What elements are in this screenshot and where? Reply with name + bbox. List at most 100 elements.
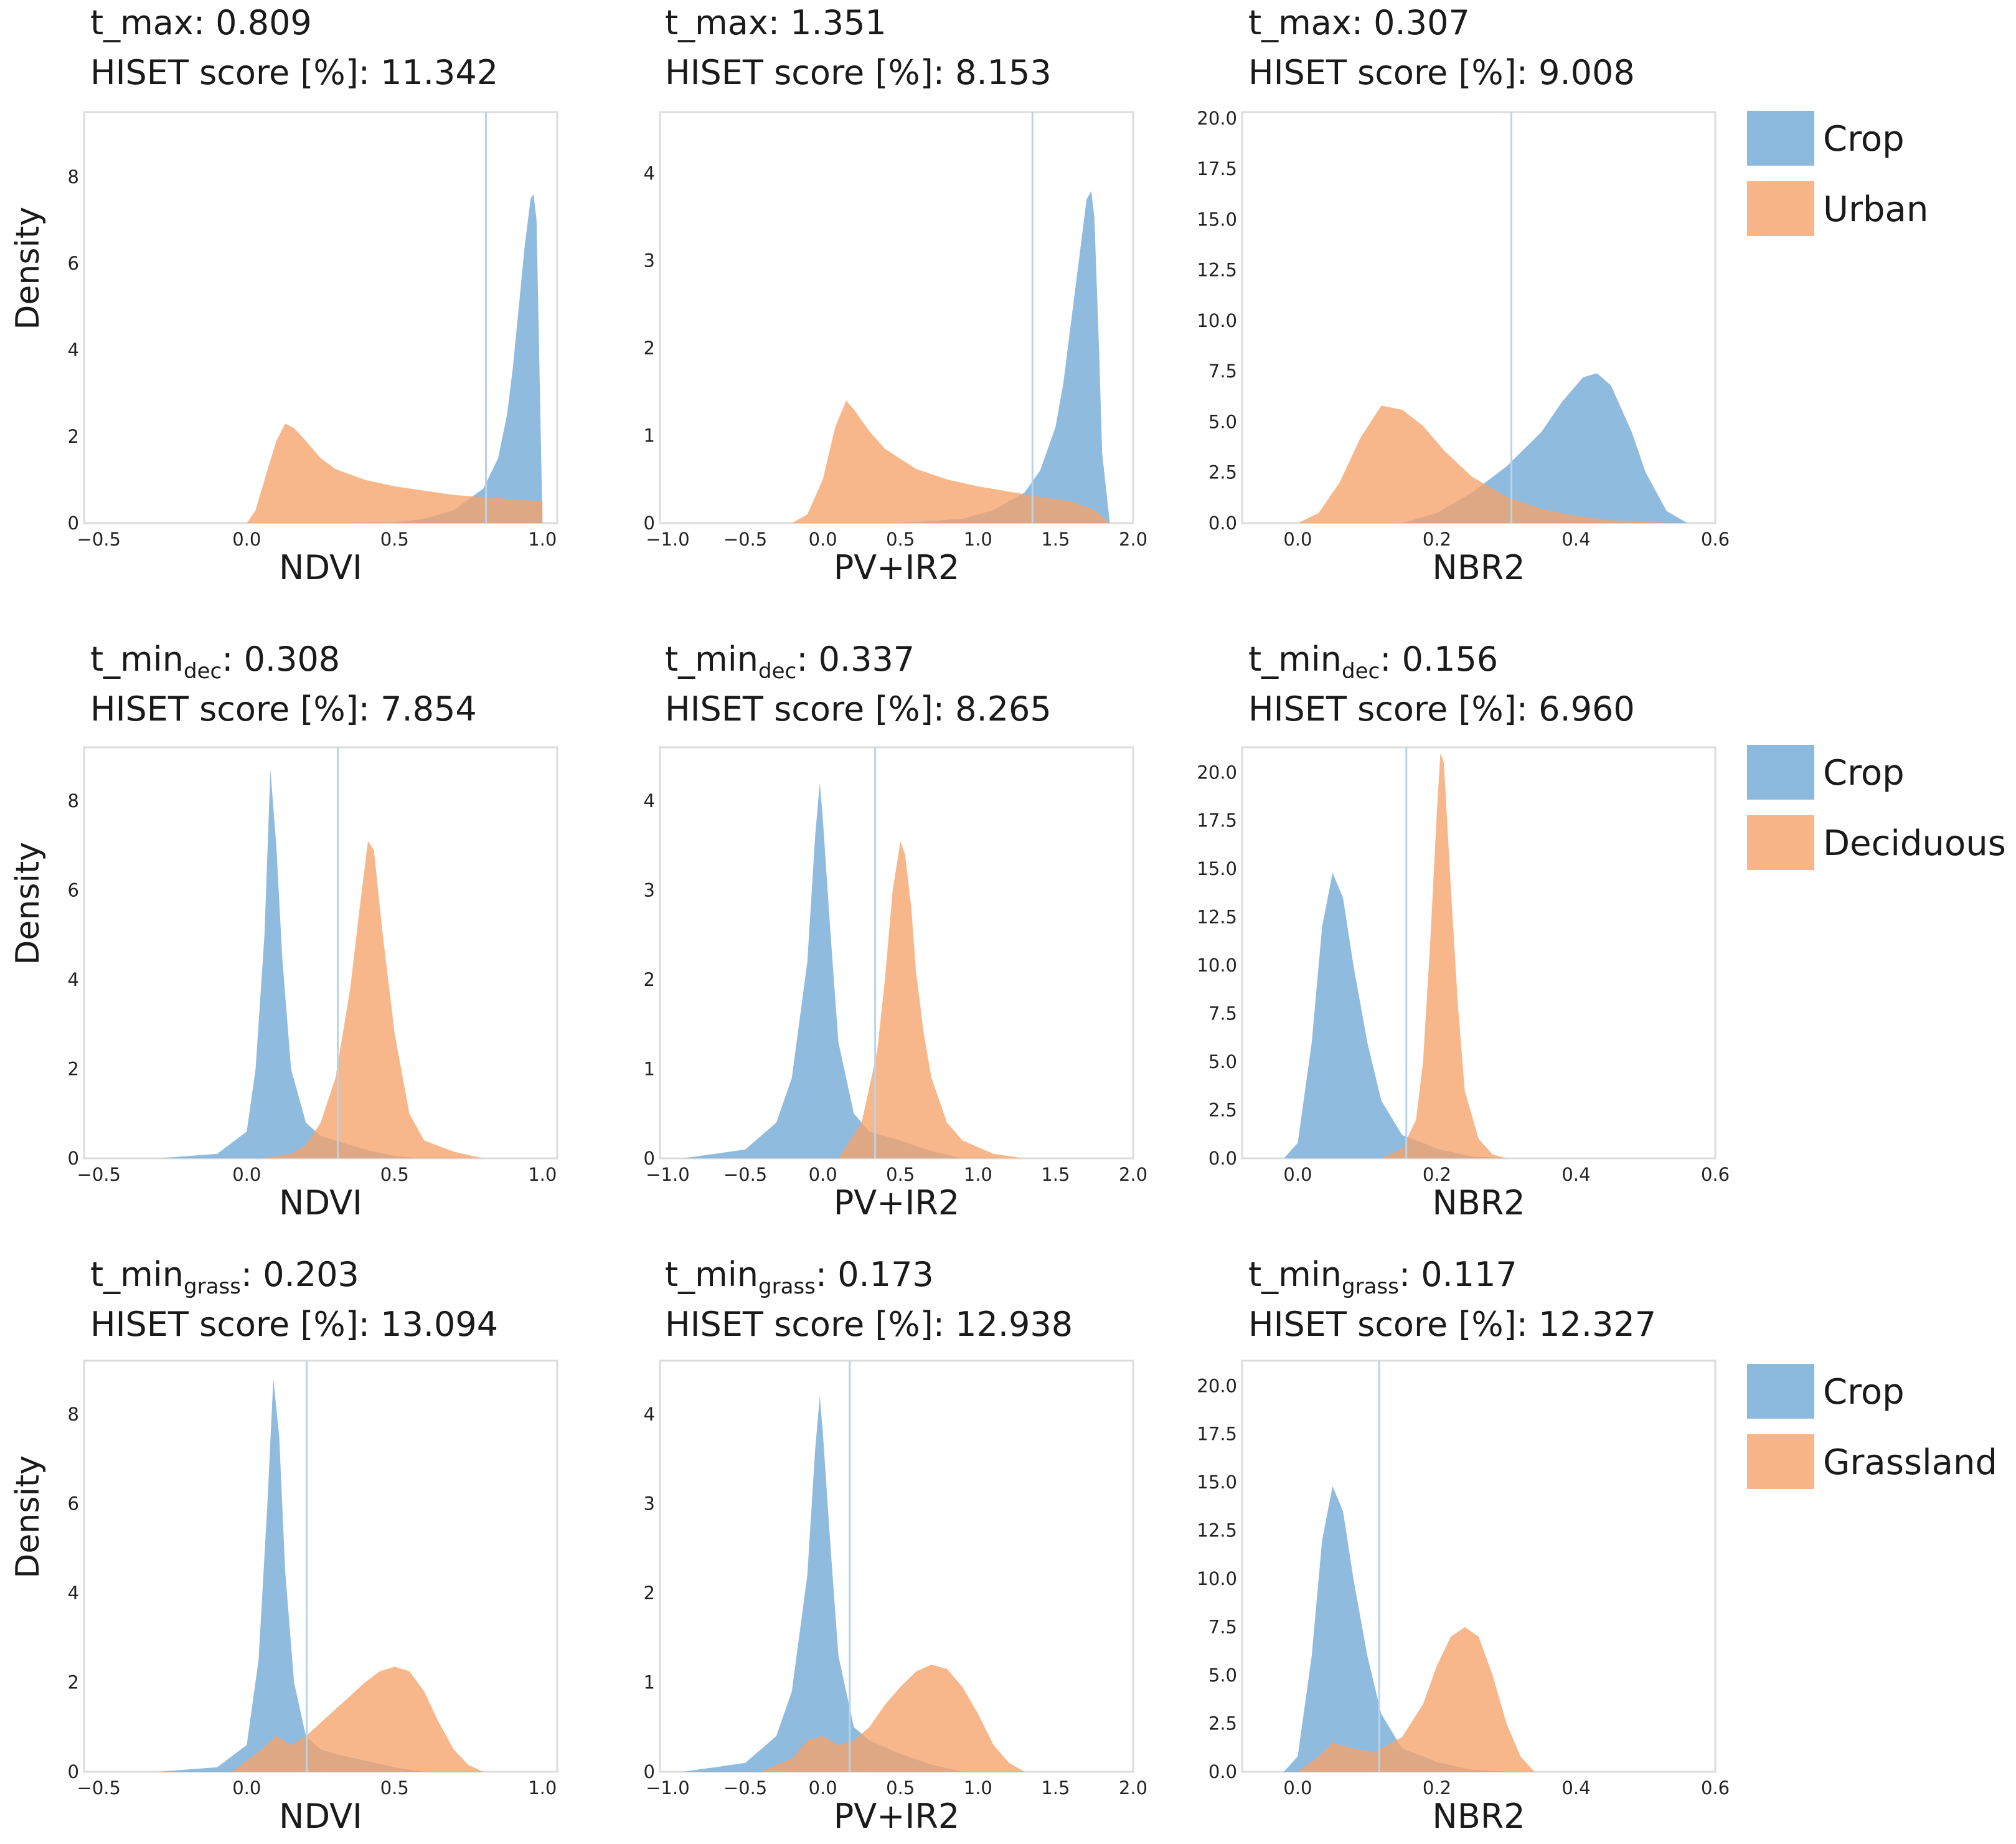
y-tick-label: 15.0 xyxy=(1197,209,1237,230)
legend-row-2: Crop Grassland xyxy=(1747,1364,1997,1489)
y-tick-label: 0 xyxy=(68,1148,79,1169)
legend-label-deciduous: Deciduous xyxy=(1823,823,2006,864)
x-tick-label: −0.5 xyxy=(77,1777,121,1799)
y-tick-label: 7.5 xyxy=(1208,1617,1237,1638)
hiset-score: HISET score [%]: 6.960 xyxy=(1248,689,1635,729)
series-area-crop xyxy=(158,1378,425,1772)
y-tick-label: 4 xyxy=(68,969,79,990)
series-area-crop xyxy=(335,194,543,523)
title-subscript: grass xyxy=(1342,1274,1399,1299)
legend-swatch-urban xyxy=(1747,181,1814,236)
title-prefix: t_min xyxy=(1248,640,1342,679)
y-tick-label: 2 xyxy=(644,338,655,359)
x-tick-label: 2.0 xyxy=(1119,1777,1147,1799)
x-tick-label: −1.0 xyxy=(646,1777,689,1799)
x-tick-label: −0.5 xyxy=(723,1777,767,1799)
series-area-deciduous xyxy=(261,841,484,1158)
x-tick-label: −0.5 xyxy=(77,1164,121,1185)
x-tick-label: 1.0 xyxy=(528,1777,557,1799)
x-tick-label: −1.0 xyxy=(646,529,689,550)
y-tick-label: 3 xyxy=(644,250,655,272)
plot-frame xyxy=(83,1359,558,1773)
series-area-grassland xyxy=(1298,1627,1535,1772)
legend-label-crop: Crop xyxy=(1823,1372,1905,1412)
series-area-crop xyxy=(1402,373,1688,523)
y-tick-label: 0 xyxy=(644,1761,655,1782)
x-tick-label: 0.0 xyxy=(232,529,261,550)
panel-2-0: 0 2 4 6 8 −0.5 0.0 0.5 1.0 NDVI Density t_mingrass:… xyxy=(9,1255,558,1836)
y-tick-label: 7.5 xyxy=(1208,361,1237,382)
y-tick-label: 8 xyxy=(68,166,79,187)
series-area-deciduous xyxy=(1381,753,1507,1158)
title-prefix: t_min xyxy=(90,640,184,679)
title-subscript: grass xyxy=(184,1274,241,1299)
y-tick-label: 2 xyxy=(68,1672,79,1693)
x-tick-label: 1.5 xyxy=(1041,1164,1070,1185)
title-subscript: dec xyxy=(1342,659,1380,684)
panel-0-2: 0.0 2.5 5.0 7.5 10.0 12.5 15.0 17.5 20.0 0.0 0.2 0.… xyxy=(1197,3,1730,587)
y-tick-label: 2.5 xyxy=(1208,462,1237,483)
legend-label-crop: Crop xyxy=(1823,119,1905,159)
x-tick-label: 1.0 xyxy=(528,529,557,550)
y-tick-label: 10.0 xyxy=(1197,310,1237,331)
x-tick-label: 1.0 xyxy=(964,1777,992,1799)
y-tick-label: 4 xyxy=(644,1404,655,1425)
x-tick-label: 0.0 xyxy=(809,1777,837,1799)
x-tick-label: 0.0 xyxy=(232,1777,261,1799)
y-tick-label: 0 xyxy=(68,1761,79,1782)
legend-row-1: Crop Deciduous xyxy=(1747,745,2006,870)
panel-0-0: 0 2 4 6 8 −0.5 0.0 0.5 1.0 NDVI Density t_max: 0.80… xyxy=(9,3,558,587)
y-tick-label: 1 xyxy=(644,425,655,447)
y-tick-label: 8 xyxy=(68,1404,79,1425)
y-tick-label: 6 xyxy=(68,1493,79,1515)
panel-1-2: 0.0 2.5 5.0 7.5 10.0 12.5 15.0 17.5 20.0 0.0 0.2 0.… xyxy=(1197,640,1730,1222)
panel-0-1: 0 1 2 3 4 −1.0 −0.5 0.0 0.5 1.0 1.5 2.0 PV+IR2 t_max:… xyxy=(644,3,1148,587)
y-tick-label: 1 xyxy=(644,1672,655,1693)
title-value: : 0.117 xyxy=(1399,1255,1517,1294)
title-prefix: t_min xyxy=(665,1255,758,1294)
hiset-score: HISET score [%]: 12.327 xyxy=(1248,1305,1656,1344)
x-tick-label: 0.5 xyxy=(886,1164,915,1185)
legend-label-grassland: Grassland xyxy=(1823,1442,1997,1483)
x-tick-label: −0.5 xyxy=(723,1164,767,1185)
title-prefix: t_min xyxy=(1248,1255,1342,1294)
y-tick-label: 5.0 xyxy=(1208,411,1237,432)
y-tick-label: 6 xyxy=(68,253,79,274)
x-tick-label: −1.0 xyxy=(646,1164,689,1185)
legend-label-crop: Crop xyxy=(1823,753,1905,793)
y-tick-label: 8 xyxy=(68,790,79,811)
y-tick-label: 5.0 xyxy=(1208,1051,1237,1072)
y-tick-label: 17.5 xyxy=(1197,810,1237,831)
title-prefix: t_max xyxy=(665,3,768,42)
x-tick-label: 0.0 xyxy=(1283,1164,1312,1185)
x-tick-label: 1.5 xyxy=(1041,529,1070,550)
y-tick-label: 2 xyxy=(68,1059,79,1080)
x-tick-label: 0.5 xyxy=(886,529,915,550)
x-tick-label: 2.0 xyxy=(1119,1164,1147,1185)
legend-swatch-crop xyxy=(1747,745,1814,800)
y-tick-label: 2.5 xyxy=(1208,1713,1237,1734)
panel-title: t_mindec: 0.308 xyxy=(90,640,340,684)
x-tick-label: 1.0 xyxy=(528,1164,557,1185)
x-axis-label: NDVI xyxy=(279,1797,362,1836)
series-area-crop xyxy=(1284,1486,1507,1772)
y-tick-label: 10.0 xyxy=(1197,1568,1237,1589)
y-tick-label: 0 xyxy=(68,513,79,534)
title-subscript: grass xyxy=(758,1274,816,1299)
legend-swatch-crop xyxy=(1747,1364,1814,1419)
y-tick-label: 15.0 xyxy=(1197,1472,1237,1493)
y-tick-label: 4 xyxy=(644,163,655,184)
x-tick-label: 0.2 xyxy=(1423,529,1451,550)
y-tick-label: 3 xyxy=(644,880,655,901)
y-axis-label: Density xyxy=(9,842,47,965)
x-tick-label: 0.0 xyxy=(809,1164,837,1185)
series-area-grassland xyxy=(232,1667,484,1772)
x-axis-label: NDVI xyxy=(279,548,362,587)
series-area-crop xyxy=(158,769,425,1158)
series-area-urban xyxy=(247,423,543,523)
x-axis-label: PV+IR2 xyxy=(834,1797,960,1836)
series-area-crop xyxy=(1284,872,1507,1158)
y-tick-label: 4 xyxy=(68,339,79,361)
x-axis-label: NBR2 xyxy=(1432,1183,1525,1222)
y-tick-label: 3 xyxy=(644,1493,655,1515)
